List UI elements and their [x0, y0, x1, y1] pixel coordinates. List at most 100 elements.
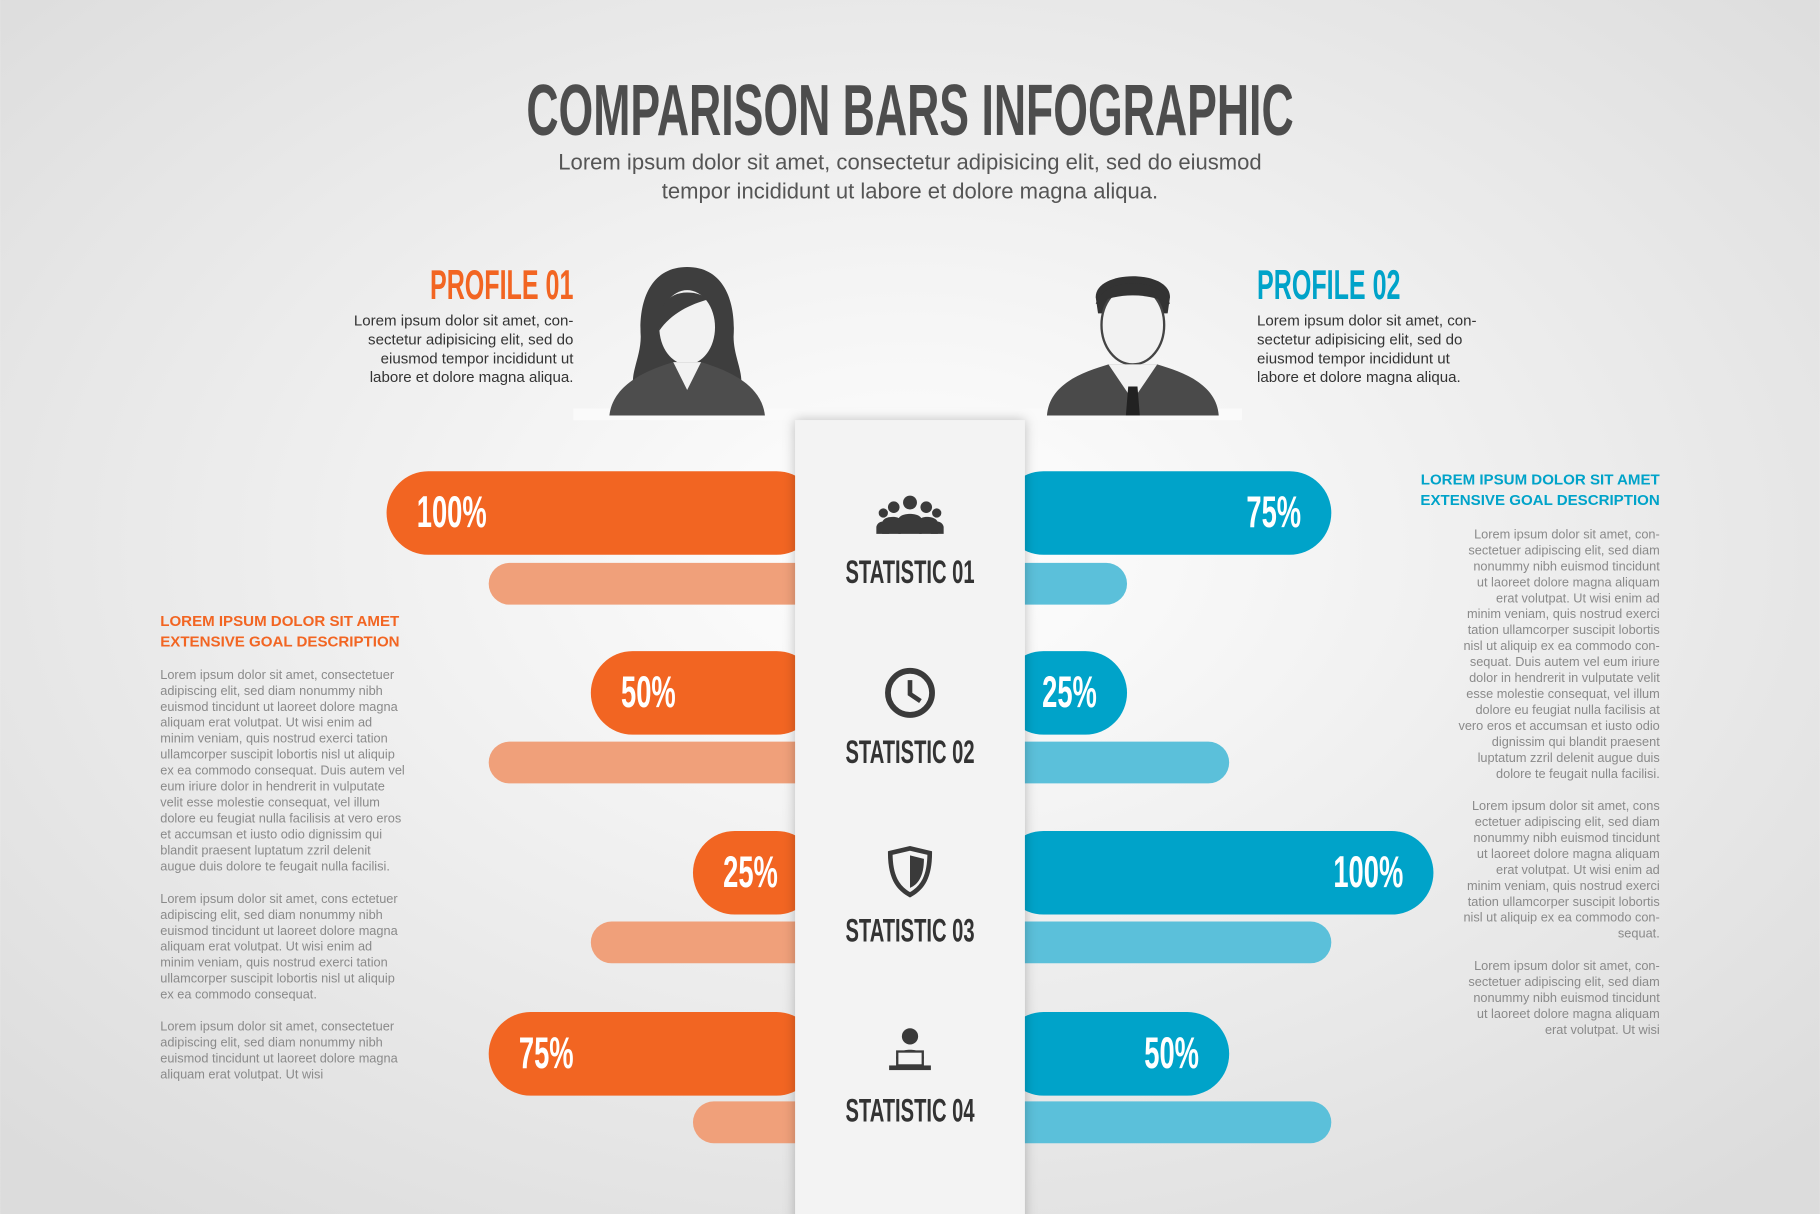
annotation-text: ullamcorper suscipit lobortis nisl ut al…	[160, 971, 395, 986]
annotation-heading: LOREM IPSUM DOLOR SIT AMET	[160, 613, 400, 630]
category-label: STATISTIC 02	[845, 734, 974, 770]
annotations: LOREM IPSUM DOLOR SIT AMET EXTENSIVE GOAL…	[160, 471, 1660, 1081]
icon-clock	[885, 667, 935, 718]
annotation-text: nonummy nibh euismod tincidunt	[1473, 558, 1660, 573]
value-label: 100%	[417, 488, 487, 537]
secondary-bar	[1001, 921, 1332, 964]
icon-shield	[887, 846, 933, 898]
profile-text: labore et dolore magna aliqua.	[370, 369, 574, 386]
profile-text: labore et dolore magna aliqua.	[1257, 369, 1461, 386]
profile-text: Lorem ipsum dolor sit amet, con-	[1257, 312, 1477, 329]
annotation-text: augue duis dolore te feugait nulla facil…	[160, 858, 390, 873]
icon-laptop	[889, 1028, 931, 1071]
annotation-heading: EXTENSIVE GOAL DESCRIPTION	[1420, 492, 1659, 509]
annotation-text: dolore eu feugiat nulla facilisis at ver…	[160, 810, 401, 825]
secondary-bar	[1001, 741, 1230, 784]
annotation-text: dolor in hendrerit in vulputate velit	[1469, 670, 1660, 685]
category-label: STATISTIC 01	[845, 554, 974, 590]
value-label: 75%	[519, 1029, 574, 1078]
center-panel	[795, 420, 1025, 1214]
profile-text: sectetur adipisicing elit, sed do	[1257, 331, 1462, 348]
bar	[1001, 1012, 1230, 1096]
annotation-text: sequat.	[1618, 926, 1660, 941]
annotation-text: ut laoreet dolore magna aliquam	[1477, 846, 1660, 861]
subtitle: Lorem ipsum dolor sit amet, consectetur …	[558, 149, 1261, 203]
annotation-text: tation ullamcorper suscipit lobortis	[1468, 894, 1660, 909]
annotation-text: ullamcorper suscipit lobortis nisl ut al…	[160, 747, 395, 762]
annotation-text: adipiscing elit, sed diam nonummy nibh	[160, 1034, 383, 1049]
annotation-text: nisl ut aliquip ex ea commodo con-	[1463, 910, 1659, 925]
annotation-text: ut laoreet dolore magna aliquam	[1477, 1006, 1660, 1021]
value-label: 25%	[723, 848, 778, 897]
avatar-shelf	[573, 408, 1242, 421]
annotation-text: sectetuer adipiscing elit, sed diam	[1468, 542, 1659, 557]
bar	[488, 1012, 819, 1096]
annotation-text: adipiscing elit, sed diam nonummy nibh	[160, 907, 383, 922]
annotation-text: erat volutpat. Ut wisi enim ad	[1496, 590, 1660, 605]
avatar-man	[1046, 276, 1219, 416]
annotation-text: dolore te feugait nulla facilisi.	[1496, 766, 1660, 781]
bar	[590, 651, 819, 735]
annotation-text: minim veniam, quis nostrud exerci	[1467, 606, 1660, 621]
annotation-text: euismod tincidunt ut laoreet dolore magn…	[160, 923, 398, 938]
annotation-text: ectetuer adipiscing elit, sed diam	[1475, 814, 1660, 829]
annotation-text: sectetuer adipiscing elit, sed diam	[1468, 974, 1659, 989]
secondary-bar	[692, 1101, 819, 1144]
annotation-heading: EXTENSIVE GOAL DESCRIPTION	[160, 633, 399, 650]
annotation-text: dolore eu feugiat nulla facilisis at	[1475, 702, 1660, 717]
annotation-text: nisl ut aliquip ex ea commodo con-	[1463, 638, 1659, 653]
annotation-text: blandit praesent luptatum zzril delenit	[160, 842, 371, 857]
profile-text: sectetur adipisicing elit, sed do	[368, 331, 573, 348]
secondary-bar	[1001, 562, 1128, 605]
secondary-bar	[488, 741, 819, 784]
annotation-text: adipiscing elit, sed diam nonummy nibh	[160, 683, 383, 698]
chart-title: COMPARISON BARS INFOGRAPHIC	[526, 71, 1293, 151]
annotation-text: nonummy nibh euismod tincidunt	[1473, 990, 1660, 1005]
bar	[692, 830, 819, 915]
bar	[386, 471, 819, 555]
annotation-text: aliquam erat volutpat. Ut wisi enim ad	[160, 715, 372, 730]
annotation-text: Lorem ipsum dolor sit amet, cons ectetue…	[160, 891, 398, 906]
annotation-text: esse molestie consequat, vel illum	[1466, 686, 1659, 701]
profiles: PROFILE 01 Lorem ipsum dolor sit amet, co…	[354, 261, 1477, 386]
value-label: 50%	[621, 668, 676, 717]
value-label: 50%	[1144, 1029, 1199, 1078]
statistic-icons	[876, 495, 944, 1071]
annotation-text: nonummy nibh euismod tincidunt	[1473, 830, 1660, 845]
bar	[1001, 651, 1128, 735]
annotation-text: ex ea commodo consequat.	[160, 987, 317, 1002]
secondary-bar	[1001, 1101, 1332, 1144]
bars	[386, 471, 1434, 1144]
annotation-text: minim veniam, quis nostrud exerci tation	[160, 731, 387, 746]
annotation-text: dignissim qui blandit praesent	[1492, 734, 1660, 749]
annotation-text: euismod tincidunt ut laoreet dolore magn…	[160, 699, 398, 714]
annotation-text: aliquam erat volutpat. Ut wisi enim ad	[160, 939, 372, 954]
category-label: STATISTIC 04	[845, 1093, 974, 1129]
annotation-text: Lorem ipsum dolor sit amet, con-	[1474, 526, 1660, 541]
annotation-text: minim veniam, quis nostrud exerci tation	[160, 955, 387, 970]
secondary-bar	[488, 562, 819, 605]
profile-text: Lorem ipsum dolor sit amet, con-	[354, 312, 574, 329]
annotation-text: minim veniam, quis nostrud exerci	[1467, 878, 1660, 893]
bar	[1001, 830, 1434, 915]
annotation-text: et accumsan et iusto odio dignissim qui	[160, 826, 382, 841]
annotation-heading: LOREM IPSUM DOLOR SIT AMET	[1421, 471, 1661, 488]
avatar-woman	[609, 266, 765, 416]
subtitle-line: Lorem ipsum dolor sit amet, consectetur …	[558, 149, 1261, 174]
subtitle-line: tempor incididunt ut labore et dolore ma…	[662, 178, 1158, 203]
annotation-text: erat volutpat. Ut wisi enim ad	[1496, 862, 1660, 877]
legend-entry: PROFILE 01	[430, 261, 573, 308]
annotation-text: velit esse molestie consequat, vel illum	[160, 795, 380, 810]
annotation-text: aliquam erat volutpat. Ut wisi	[160, 1066, 323, 1081]
category-label: STATISTIC 03	[845, 913, 974, 949]
value-label: 25%	[1042, 668, 1097, 717]
profile-text: eiusmod tempor incididunt ut	[381, 350, 575, 367]
icon-people	[876, 495, 944, 534]
annotation-text: Lorem ipsum dolor sit amet, consectetuer	[160, 667, 395, 682]
annotation-text: erat volutpat. Ut wisi	[1545, 1022, 1660, 1037]
legend-entry: PROFILE 02	[1257, 261, 1400, 308]
annotation-text: tation ullamcorper suscipit lobortis	[1468, 622, 1660, 637]
annotation-text: euismod tincidunt ut laoreet dolore magn…	[160, 1050, 398, 1065]
annotation-text: Lorem ipsum dolor sit amet, consectetuer	[160, 1019, 395, 1034]
value-label: 75%	[1246, 488, 1301, 537]
